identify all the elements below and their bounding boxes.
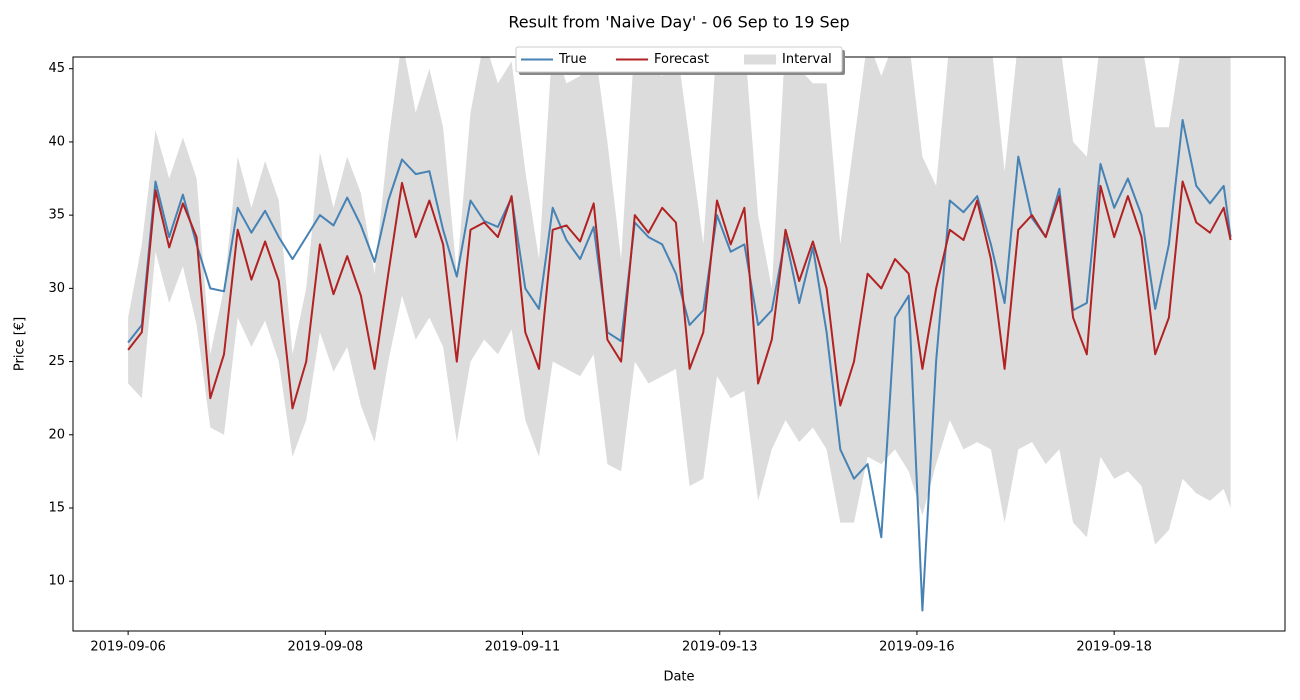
y-axis-label: Price [€]: [13, 317, 28, 371]
legend-label: Interval: [782, 52, 832, 67]
chart-title: Result from 'Naive Day' - 06 Sep to 19 S…: [508, 13, 849, 32]
x-axis-label: Date: [663, 670, 694, 685]
x-tick-label: 2019-09-08: [288, 640, 364, 655]
y-tick-label: 35: [48, 208, 65, 223]
interval-band: [128, 57, 1231, 545]
y-tick-label: 10: [48, 574, 65, 589]
plot-area: [127, 57, 1232, 612]
axes: 10 15 20 25 30 35 40 45 2019-09-06 2019-09-08 2019…: [48, 56, 1286, 655]
legend: True Forecast Interval: [515, 46, 845, 75]
x-tick-label: 2019-09-18: [1076, 640, 1152, 655]
x-tick-label: 2019-09-11: [485, 640, 561, 655]
x-tick-label: 2019-09-06: [90, 640, 166, 655]
y-tick-label: 20: [48, 427, 65, 442]
y-tick-label: 25: [48, 354, 65, 369]
legend-label: Forecast: [654, 52, 709, 67]
legend-swatch: [744, 54, 776, 65]
x-tick-label: 2019-09-13: [682, 640, 758, 655]
y-tick-label: 45: [48, 61, 65, 76]
x-tick-label: 2019-09-16: [879, 640, 955, 655]
legend-label: True: [558, 52, 587, 67]
series-line: [127, 180, 1232, 410]
legend-box: [515, 46, 843, 73]
y-tick-label: 15: [48, 501, 65, 516]
y-tick-label: 40: [48, 134, 65, 149]
y-tick-label: 30: [48, 281, 65, 296]
